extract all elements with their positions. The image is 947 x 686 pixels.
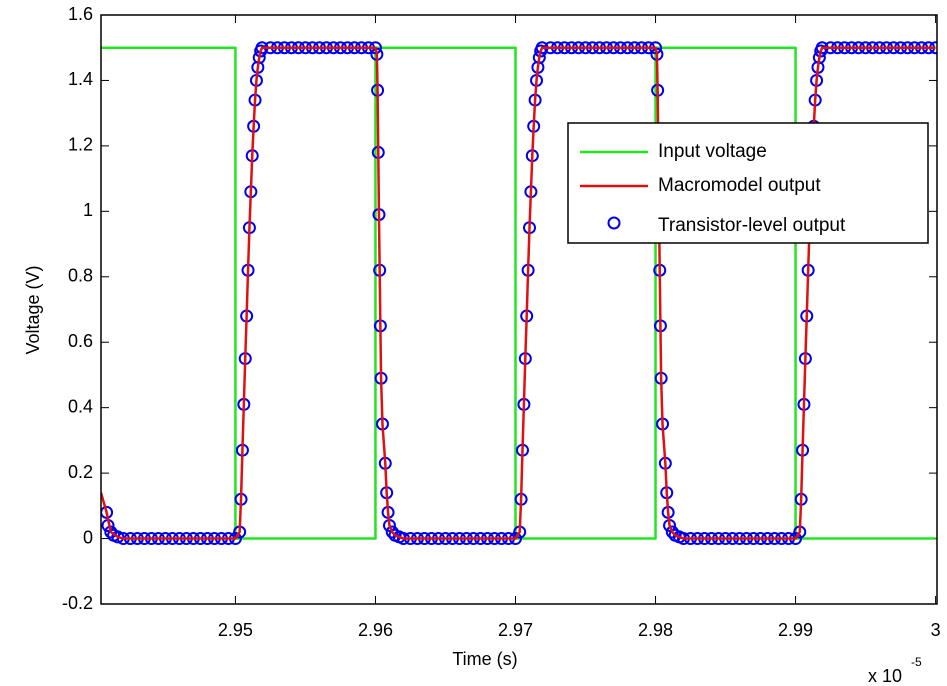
x-tick-label: 3 <box>931 620 941 640</box>
y-tick-label: 0.4 <box>68 396 93 416</box>
x-exponent: -5 <box>911 655 922 669</box>
legend-label: Macromodel output <box>658 175 821 196</box>
legend-box <box>567 122 929 244</box>
line <box>101 46 936 540</box>
x-tick-label: 2.95 <box>218 620 253 640</box>
y-tick-label: -0.2 <box>62 593 93 613</box>
x-tick-label: 2.98 <box>638 620 673 640</box>
legend-marker <box>607 216 621 230</box>
y-axis-label: Voltage (V) <box>23 265 43 354</box>
y-tick-label: 1 <box>83 200 93 220</box>
y-tick-label: 0.2 <box>68 462 93 482</box>
axes-frame <box>100 14 938 605</box>
y-tick-label: 0.8 <box>68 266 93 286</box>
marker <box>111 530 125 544</box>
legend-label: Input voltage <box>658 141 767 162</box>
y-tick-label: 1.4 <box>68 69 93 89</box>
x-tick-label: 2.97 <box>498 620 533 640</box>
y-tick-label: 1.6 <box>68 4 93 24</box>
x-multiplier: x 10 <box>868 666 902 686</box>
y-tick-label: 1.2 <box>68 135 93 155</box>
y-tick-label: 0 <box>83 527 93 547</box>
x-axis-label: Time (s) <box>452 649 517 669</box>
x-tick-label: 2.96 <box>358 620 393 640</box>
x-tick-label: 2.99 <box>778 620 813 640</box>
y-tick-label: 0.6 <box>68 331 93 351</box>
legend-label: Transistor-level output <box>658 215 846 236</box>
